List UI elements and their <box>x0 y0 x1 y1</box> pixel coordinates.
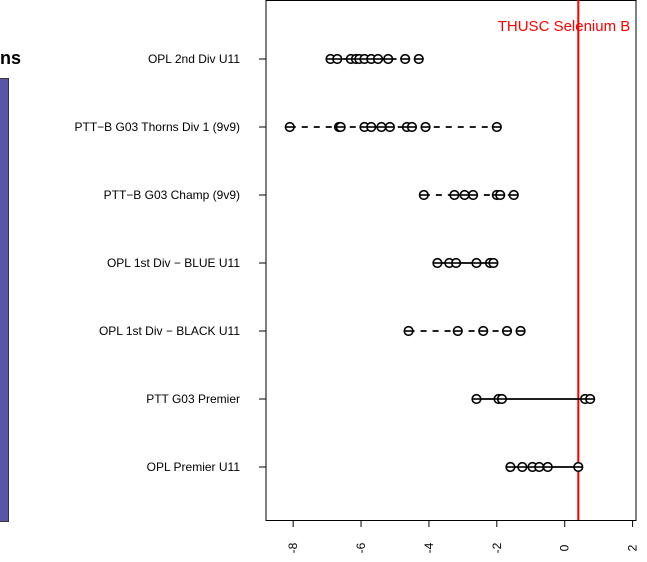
category-label: OPL 1st Div − BLUE U11 <box>107 256 240 270</box>
x-tick-label: -8 <box>286 542 300 553</box>
x-tick-label: -2 <box>490 542 504 553</box>
x-tick-label: 0 <box>558 544 572 551</box>
category-label: OPL 2nd Div U11 <box>148 52 240 66</box>
category-label: OPL 1st Div − BLACK U11 <box>99 324 240 338</box>
x-tick-label: -6 <box>354 542 368 553</box>
x-tick-label: -4 <box>422 542 436 553</box>
category-label: PTT−B G03 Thorns Div 1 (9v9) <box>74 120 240 134</box>
category-label: PTT−B G03 Champ (9v9) <box>104 188 240 202</box>
reference-line-label: THUSC Selenium B <box>498 18 631 35</box>
category-label: PTT G03 Premier <box>146 392 240 406</box>
category-label: OPL Premier U11 <box>147 460 241 474</box>
x-tick-label: 2 <box>626 544 640 551</box>
